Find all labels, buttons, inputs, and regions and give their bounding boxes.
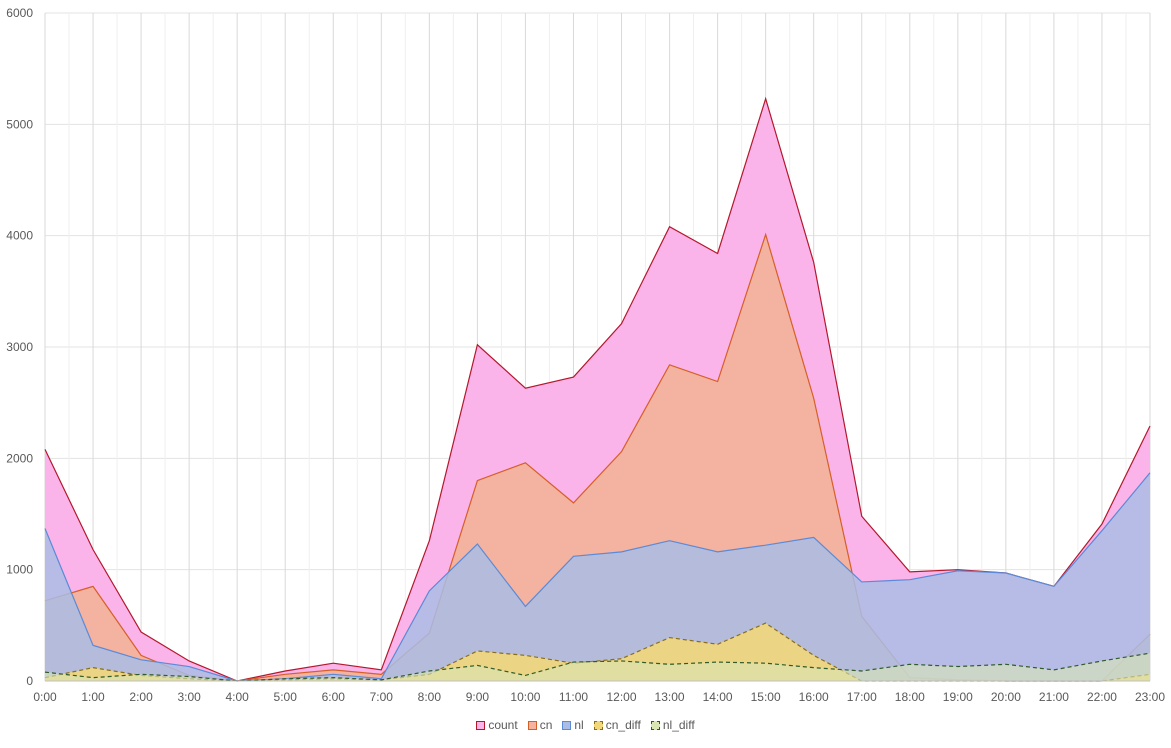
x-tick-label: 19:00 (943, 690, 973, 704)
x-tick-label: 14:00 (703, 690, 733, 704)
legend-item-cn: cn (527, 718, 553, 732)
x-tick-label: 12:00 (607, 690, 637, 704)
area-nl_diff (45, 653, 1150, 681)
x-tick-label: 18:00 (895, 690, 925, 704)
x-tick-label: 6:00 (322, 690, 346, 704)
legend-item-count: count (476, 718, 518, 732)
legend-swatch (527, 720, 537, 730)
x-tick-label: 22:00 (1087, 690, 1117, 704)
y-tick-label: 5000 (6, 117, 33, 131)
legend-swatch (562, 720, 572, 730)
y-tick-label: 2000 (6, 451, 33, 465)
x-tick-label: 13:00 (655, 690, 685, 704)
x-tick-label: 11:00 (559, 690, 588, 704)
y-tick-label: 4000 (6, 229, 33, 243)
x-tick-label: 7:00 (370, 690, 394, 704)
area-count (45, 98, 1150, 681)
x-tick-label: 3:00 (177, 690, 201, 704)
x-tick-label: 5:00 (274, 690, 298, 704)
legend-item-nl_diff: nl_diff (650, 718, 695, 732)
legend-swatch (476, 720, 486, 730)
x-tick-label: 21:00 (1039, 690, 1069, 704)
x-tick-label: 9:00 (466, 690, 490, 704)
legend-label: cn (539, 718, 553, 732)
x-tick-label: 4:00 (225, 690, 249, 704)
x-tick-label: 1:00 (81, 690, 105, 704)
legend-item-nl: nl (562, 718, 584, 732)
legend-label: nl_diff (662, 718, 695, 732)
area-nl (45, 472, 1150, 681)
x-tick-label: 10:00 (510, 690, 540, 704)
y-tick-label: 0 (26, 674, 33, 688)
y-tick-label: 6000 (6, 6, 33, 20)
x-tick-label: 15:00 (751, 690, 781, 704)
line-nl (44, 472, 1151, 682)
legend-label: nl (574, 718, 584, 732)
legend-label: cn_diff (605, 718, 641, 732)
legend-label: count (488, 718, 518, 732)
y-tick-label: 1000 (6, 563, 33, 577)
y-tick-label: 3000 (6, 340, 33, 354)
legend-swatch (650, 720, 660, 730)
legend-swatch (593, 720, 603, 730)
x-tick-label: 20:00 (991, 690, 1021, 704)
line-nl_diff (44, 652, 1151, 682)
x-tick-label: 0:00 (33, 690, 57, 704)
x-tick-label: 17:00 (847, 690, 877, 704)
x-tick-label: 8:00 (418, 690, 442, 704)
legend: count cn nl cn_diff nl_diff (0, 718, 1171, 732)
line-count (44, 96, 1151, 682)
x-tick-label: 2:00 (129, 690, 153, 704)
legend-item-cn_diff: cn_diff (593, 718, 641, 732)
x-tick-label: 23:00 (1135, 690, 1165, 704)
x-tick-label: 16:00 (799, 690, 829, 704)
